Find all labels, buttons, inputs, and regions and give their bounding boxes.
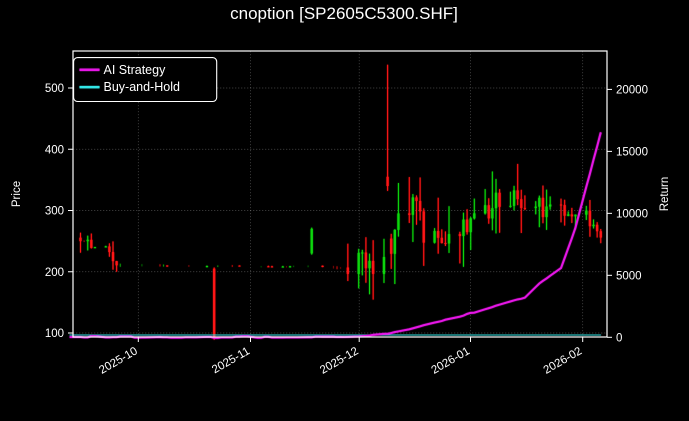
svg-text:10000: 10000 — [616, 208, 648, 220]
svg-text:Return: Return — [659, 177, 671, 212]
svg-text:Buy-and-Hold: Buy-and-Hold — [104, 80, 180, 94]
svg-text:cnoption [SP2605C5300.SHF]: cnoption [SP2605C5300.SHF] — [230, 4, 458, 23]
svg-text:5000: 5000 — [616, 270, 642, 282]
svg-text:400: 400 — [45, 144, 64, 156]
svg-text:100: 100 — [45, 328, 64, 340]
svg-text:300: 300 — [45, 206, 64, 218]
svg-text:0: 0 — [616, 332, 622, 344]
svg-text:20000: 20000 — [616, 84, 648, 96]
svg-text:AI Strategy: AI Strategy — [104, 63, 167, 77]
svg-text:500: 500 — [45, 83, 64, 95]
svg-text:15000: 15000 — [616, 146, 648, 158]
svg-text:Price: Price — [11, 181, 23, 207]
svg-text:200: 200 — [45, 267, 64, 279]
